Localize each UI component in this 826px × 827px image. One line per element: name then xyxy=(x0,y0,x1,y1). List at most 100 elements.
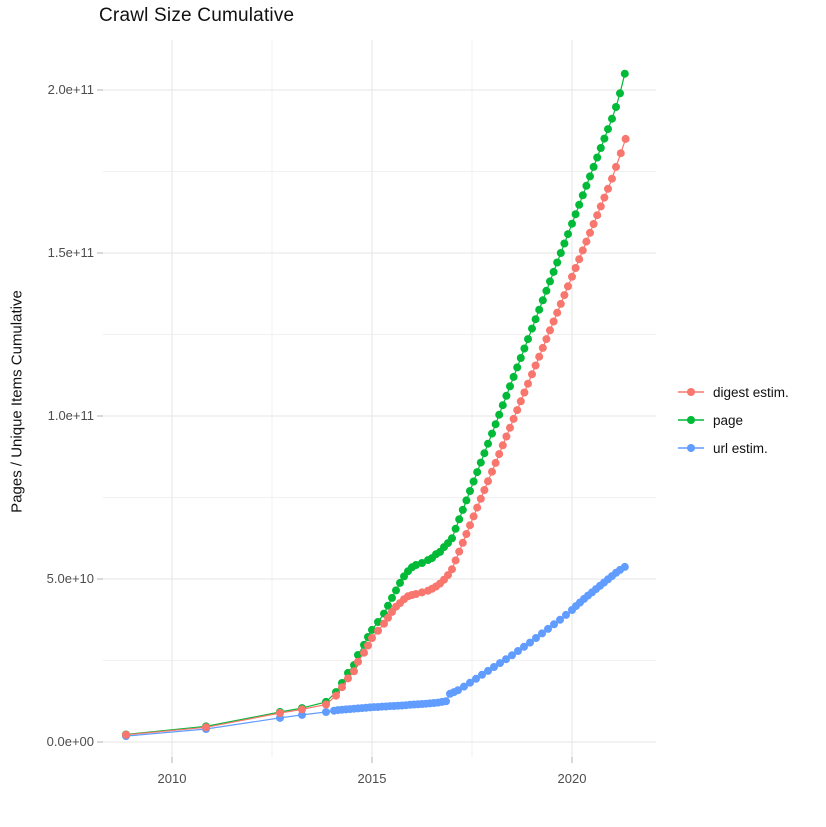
data-point-digest-estim xyxy=(600,193,609,202)
data-point-url-estim xyxy=(562,610,570,619)
series-line-page xyxy=(125,73,626,736)
data-point-page xyxy=(491,420,500,429)
data-point-page xyxy=(620,69,629,78)
data-point-digest-estim xyxy=(344,674,352,683)
data-point-page xyxy=(368,625,376,634)
data-point-url-estim xyxy=(502,655,510,664)
data-point-digest-estim xyxy=(412,590,420,598)
data-point-digest-estim xyxy=(455,547,464,556)
data-point-page xyxy=(480,449,489,458)
data-point-digest-estim xyxy=(122,730,130,739)
data-point-url-estim xyxy=(620,562,629,571)
data-point-page xyxy=(608,114,616,123)
series-line-digest-estim xyxy=(125,138,627,736)
data-point-digest-estim xyxy=(528,370,536,379)
gridlines-minor xyxy=(103,40,656,757)
data-point-digest-estim xyxy=(484,477,492,486)
legend-item-url-estim: url estim. xyxy=(678,440,789,456)
data-point-page xyxy=(528,324,536,333)
data-point-digest-estim xyxy=(202,723,210,732)
data-point-digest-estim xyxy=(542,335,551,344)
data-point-digest-estim xyxy=(535,352,544,361)
data-point-digest-estim xyxy=(571,264,580,272)
data-point-digest-estim xyxy=(498,441,507,450)
data-point-url-estim xyxy=(496,659,504,668)
data-point-url-estim xyxy=(514,647,522,655)
data-point-digest-estim xyxy=(338,683,346,692)
data-point-digest-estim xyxy=(350,667,358,676)
data-point-page xyxy=(466,487,474,495)
series-url-estim xyxy=(122,562,629,741)
data-point-digest-estim xyxy=(451,556,460,565)
data-point-digest-estim xyxy=(364,641,372,650)
data-point-digest-estim xyxy=(491,458,500,467)
y-tick-label: 5.0e+10 xyxy=(46,571,94,586)
data-point-digest-estim xyxy=(553,308,562,317)
legend: digest estim. page url estim. xyxy=(678,384,789,456)
data-point-page xyxy=(418,559,426,567)
data-point-page xyxy=(488,429,496,438)
data-point-digest-estim xyxy=(556,299,565,308)
data-point-page xyxy=(596,144,605,152)
data-point-page xyxy=(542,286,551,295)
data-point-page xyxy=(556,249,565,257)
data-point-url-estim xyxy=(442,697,450,706)
data-point-page xyxy=(549,267,558,276)
data-point-page xyxy=(600,134,609,143)
data-point-digest-estim xyxy=(564,282,572,291)
data-point-page xyxy=(546,277,554,286)
legend-label: digest estim. xyxy=(713,384,789,400)
data-point-url-estim xyxy=(550,620,558,629)
data-point-page xyxy=(589,162,598,171)
data-point-digest-estim xyxy=(332,691,340,700)
data-point-page xyxy=(578,191,587,200)
data-point-url-estim xyxy=(526,638,534,647)
data-point-digest-estim xyxy=(502,432,511,441)
data-point-page xyxy=(458,505,467,514)
data-point-page xyxy=(586,172,594,181)
data-point-digest-estim xyxy=(593,211,602,220)
data-point-digest-estim xyxy=(448,565,456,574)
data-point-page xyxy=(516,354,525,362)
axis-tick-marks xyxy=(97,89,573,763)
data-point-page xyxy=(495,410,504,419)
data-point-page xyxy=(462,496,471,505)
data-point-page xyxy=(560,239,569,248)
data-point-digest-estim xyxy=(488,467,496,476)
legend-key-icon xyxy=(678,416,704,424)
data-point-digest-estim xyxy=(549,317,558,326)
data-point-page xyxy=(344,668,352,677)
y-tick-label: 1.0e+11 xyxy=(47,408,94,423)
data-point-url-estim xyxy=(298,710,306,719)
data-point-page xyxy=(531,315,540,324)
data-point-digest-estim xyxy=(506,423,514,432)
data-point-digest-estim xyxy=(509,414,518,423)
data-point-url-estim xyxy=(472,674,480,683)
data-point-digest-estim xyxy=(469,512,478,521)
data-point-digest-estim xyxy=(621,134,630,143)
data-point-page xyxy=(509,372,518,381)
data-point-page xyxy=(612,103,620,111)
data-point-page xyxy=(451,524,460,533)
data-point-digest-estim xyxy=(473,503,482,512)
data-point-page xyxy=(448,534,456,543)
data-point-digest-estim xyxy=(612,162,620,171)
data-point-url-estim xyxy=(538,629,546,638)
data-point-digest-estim xyxy=(298,705,306,714)
data-point-digest-estim xyxy=(531,361,540,370)
data-point-page xyxy=(392,586,400,595)
data-point-page xyxy=(582,181,591,190)
data-point-digest-estim xyxy=(616,149,625,158)
data-point-url-estim xyxy=(544,624,552,633)
y-tick-label: 1.5e+11 xyxy=(47,245,94,260)
data-point-page xyxy=(396,578,404,587)
y-tick-label: 0.0e+00 xyxy=(46,734,94,749)
data-point-digest-estim xyxy=(538,343,547,352)
data-point-digest-estim xyxy=(568,272,576,281)
data-point-digest-estim xyxy=(560,291,569,300)
data-point-page xyxy=(384,601,392,610)
data-point-page xyxy=(502,391,511,400)
legend-item-page: page xyxy=(678,412,789,428)
data-point-page xyxy=(575,200,584,209)
